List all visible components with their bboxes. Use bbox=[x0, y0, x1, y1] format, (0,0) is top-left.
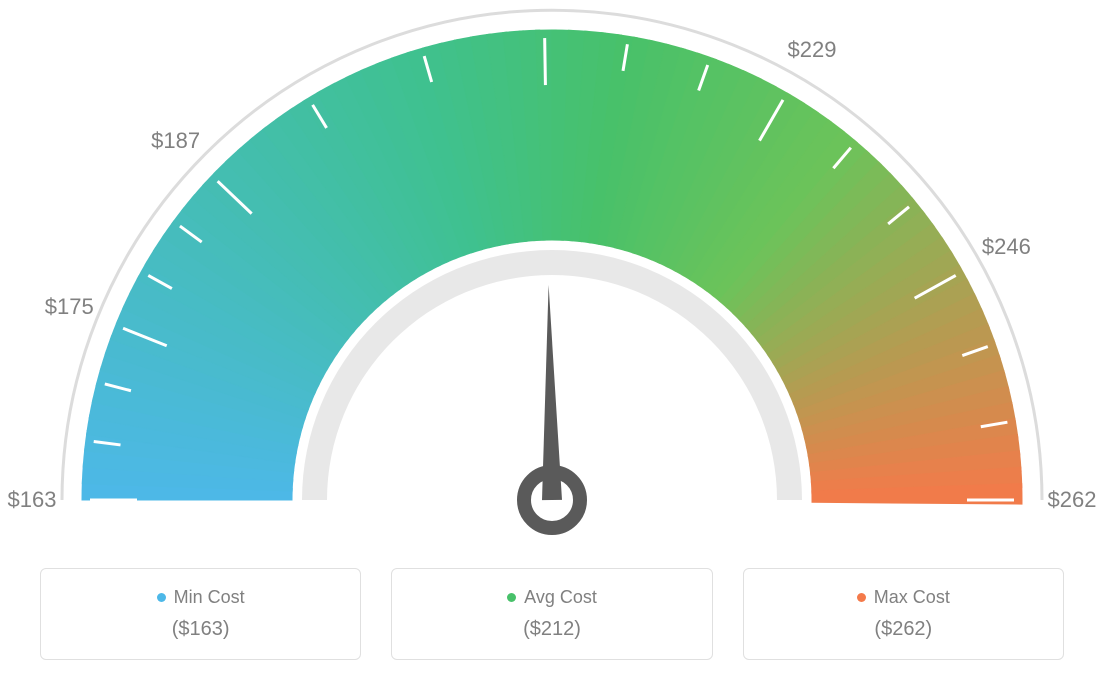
avg-cost-value: ($212) bbox=[402, 618, 701, 641]
summary-cards: Min Cost ($163) Avg Cost ($212) Max Cost… bbox=[40, 568, 1064, 660]
gauge-tick-label: $163 bbox=[8, 487, 57, 513]
avg-cost-card: Avg Cost ($212) bbox=[391, 568, 712, 660]
max-cost-dot bbox=[857, 593, 866, 602]
avg-cost-label: Avg Cost bbox=[524, 587, 597, 608]
max-cost-label-row: Max Cost bbox=[754, 587, 1053, 608]
max-cost-label: Max Cost bbox=[874, 587, 950, 608]
min-cost-label-row: Min Cost bbox=[51, 587, 350, 608]
min-cost-label: Min Cost bbox=[174, 587, 245, 608]
cost-gauge-container: $163$175$187$212$229$246$262 Min Cost ($… bbox=[0, 0, 1104, 690]
min-cost-dot bbox=[157, 593, 166, 602]
gauge-tick-label: $229 bbox=[788, 37, 837, 63]
gauge-chart: $163$175$187$212$229$246$262 bbox=[0, 0, 1104, 560]
min-cost-card: Min Cost ($163) bbox=[40, 568, 361, 660]
max-cost-value: ($262) bbox=[754, 618, 1053, 641]
avg-cost-dot bbox=[507, 593, 516, 602]
gauge-tick-label: $262 bbox=[1048, 487, 1097, 513]
gauge-tick-label: $175 bbox=[45, 294, 94, 320]
min-cost-value: ($163) bbox=[51, 618, 350, 641]
gauge-svg bbox=[0, 0, 1104, 560]
gauge-tick-label: $246 bbox=[982, 234, 1031, 260]
max-cost-card: Max Cost ($262) bbox=[743, 568, 1064, 660]
avg-cost-label-row: Avg Cost bbox=[402, 587, 701, 608]
gauge-tick-label: $187 bbox=[151, 128, 200, 154]
